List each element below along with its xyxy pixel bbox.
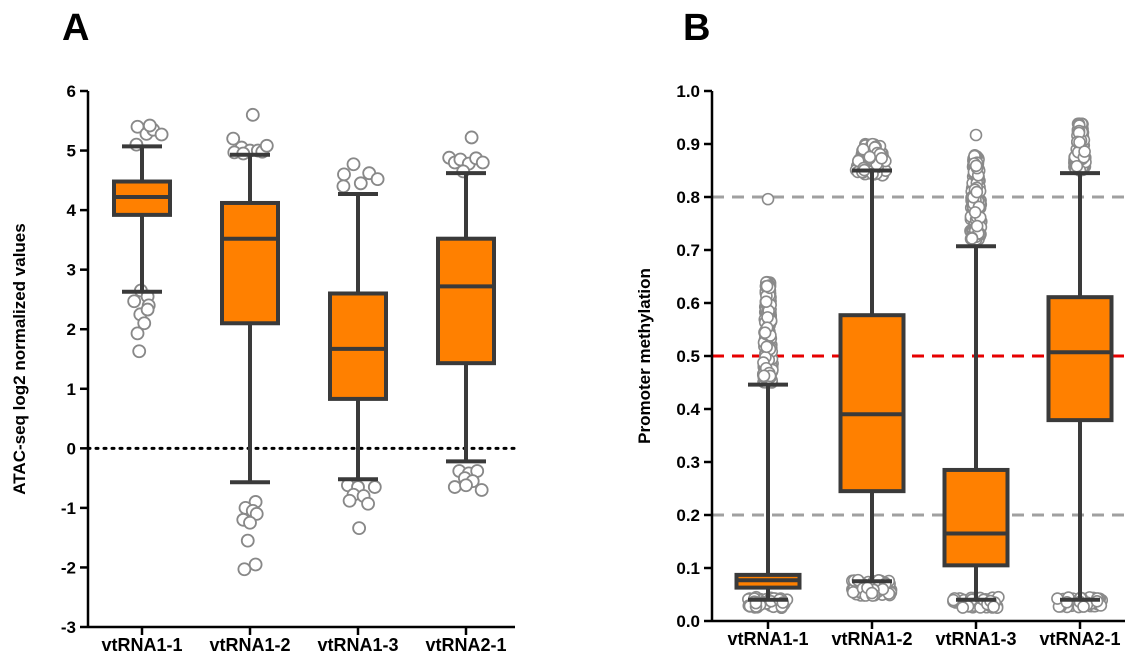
outlier-point-0-8 <box>127 294 142 309</box>
y-tick-label-7: 0.7 <box>676 241 700 260</box>
outlier-point-0-0-210 <box>760 340 773 354</box>
panel-letter-a: A <box>62 7 89 49</box>
x-category-label-3: vtRNA2-1 <box>425 635 506 655</box>
outlier-point-2-0-182 <box>969 159 983 173</box>
outlier-point-3-0-120 <box>1078 145 1091 158</box>
box-2 <box>328 291 388 401</box>
outlier-point-1-13 <box>249 506 264 521</box>
outlier-point-1-14 <box>243 515 257 530</box>
outlier-point-1-15 <box>240 533 255 548</box>
chart-panel-a: -3 -2 -1 0 1 2 3 4 5 6 vtRNA1-1 vtRNA1-2 vtRNA1-3 vtR… <box>10 82 517 655</box>
outlier-point-2-0-169 <box>968 206 982 219</box>
box-1 <box>838 313 906 494</box>
x-category-label-1: vtRNA1-2 <box>209 635 290 655</box>
chart-panel-b: 0.0 0.1 0.2 0.3 0.4 0.5 0.6 0.7 0.8 0.9 1.0 vtRNA1-… <box>635 82 1125 649</box>
outlier-point-1-16 <box>237 562 252 577</box>
outlier-point-1-7 <box>245 107 260 122</box>
outlier-point-3-14 <box>474 483 489 497</box>
outlier-point-1-17 <box>248 557 263 572</box>
x-category-label-0: vtRNA1-1 <box>727 629 808 649</box>
outlier-point-2-1-57 <box>987 600 1000 614</box>
y-tick-label-10: 1.0 <box>676 82 700 101</box>
y-tick-label-3: 0 <box>67 439 76 458</box>
outlier-point-3-0-119 <box>1073 135 1086 149</box>
outlier-point-0-13 <box>140 302 155 317</box>
outlier-point-2-1-55 <box>956 601 970 614</box>
outlier-point-extra-1 <box>969 128 983 142</box>
outlier-point-1-0-93 <box>875 151 888 165</box>
x-category-label-2: vtRNA1-3 <box>317 635 398 655</box>
outlier-point-1-1-66 <box>865 586 879 600</box>
y-tick-label-2: 0.2 <box>676 506 700 525</box>
y-tick-label-4: 0.4 <box>676 400 700 419</box>
box-2 <box>942 467 1010 568</box>
y-tick-label-0: 0.0 <box>676 612 700 631</box>
outlier-point-3-5 <box>475 155 490 170</box>
outlier-point-2-13 <box>352 521 367 536</box>
outlier-point-3-15 <box>459 478 473 493</box>
outlier-point-0-0-209 <box>757 369 771 383</box>
y-tick-label-1: -2 <box>61 558 76 577</box>
outlier-point-0-0-191 <box>760 279 774 293</box>
y-tick-label-7: 4 <box>67 201 77 220</box>
y-tick-label-3: 0.3 <box>676 453 700 472</box>
y-tick-label-9: 6 <box>67 82 76 101</box>
outlier-point-2-11 <box>342 493 357 508</box>
outlier-point-0-5 <box>142 118 157 133</box>
outlier-point-3-6 <box>464 130 479 145</box>
outlier-point-0-3 <box>154 127 169 142</box>
outlier-point-0-0-206 <box>761 311 774 324</box>
outlier-point-0-12 <box>130 326 145 341</box>
box-1 <box>220 200 280 326</box>
outlier-point-2-4 <box>336 179 351 194</box>
y-tick-label-2: -1 <box>61 499 76 518</box>
outlier-point-2-0-183 <box>970 219 984 233</box>
outlier-point-2-3 <box>370 172 385 187</box>
outlier-point-3-1-56 <box>1077 600 1090 613</box>
y-tick-label-6: 3 <box>67 261 76 280</box>
x-category-label-0: vtRNA1-1 <box>101 635 182 655</box>
y-tick-label-4: 1 <box>67 380 76 399</box>
outlier-point-3-13 <box>447 480 462 494</box>
x-category-label-2: vtRNA1-3 <box>935 629 1016 649</box>
outlier-point-1-0 <box>226 131 241 146</box>
outlier-point-0-0-208 <box>758 326 772 340</box>
outlier-point-2-0 <box>337 167 351 182</box>
y-tick-label-8: 5 <box>67 142 76 161</box>
outlier-point-extra-0 <box>761 192 775 206</box>
outlier-point-0-14 <box>132 344 147 359</box>
outlier-point-1-6 <box>259 138 274 153</box>
y-tick-label-0: -3 <box>61 618 76 637</box>
outlier-point-0-11 <box>137 316 152 331</box>
y-tick-label-8: 0.8 <box>676 188 700 207</box>
y-tick-label-1: 0.1 <box>676 559 700 578</box>
x-category-label-1: vtRNA1-2 <box>831 629 912 649</box>
panel-letter-b: B <box>683 7 710 49</box>
y-tick-label-5: 2 <box>67 320 76 339</box>
y-tick-label-6: 0.6 <box>676 294 700 313</box>
outlier-point-2-5 <box>353 176 368 191</box>
y-axis-title: ATAC-seq log2 normalized values <box>10 223 29 494</box>
outlier-point-2-12 <box>361 496 375 511</box>
box-3 <box>1046 295 1114 423</box>
box-3 <box>436 236 496 366</box>
y-axis-title: Promoter methylation <box>635 268 654 444</box>
outlier-point-0-0-204 <box>759 295 773 308</box>
outlier-point-2-8 <box>367 480 382 494</box>
x-category-label-3: vtRNA2-1 <box>1039 629 1120 649</box>
y-tick-label-9: 0.9 <box>676 135 700 154</box>
outlier-point-1-0-92 <box>863 150 877 164</box>
outlier-point-2-0-181 <box>965 232 979 245</box>
y-tick-label-5: 0.5 <box>676 347 700 366</box>
outlier-point-2-0-180 <box>970 185 984 199</box>
outlier-point-2-1 <box>346 157 361 172</box>
